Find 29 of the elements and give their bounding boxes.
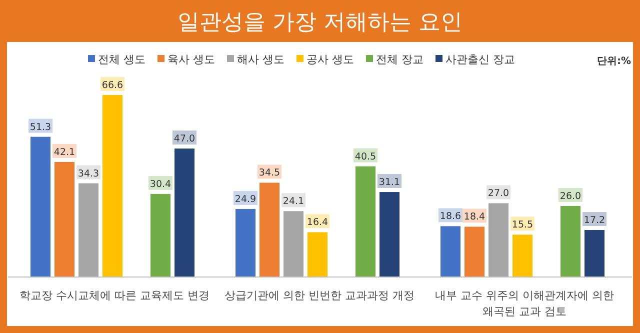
legend-label: 육사 생도 bbox=[168, 53, 215, 66]
data-label: 17.2 bbox=[584, 214, 606, 226]
x-tick-label: 내부 교수 위주의 이해관계자에 의한 왜곡된 교과 검토 bbox=[435, 289, 614, 318]
legend-label: 공사 생도 bbox=[306, 53, 354, 66]
data-label: 40.5 bbox=[354, 151, 376, 162]
data-label: 18.6 bbox=[440, 211, 462, 222]
legend-label: 전체 장교 bbox=[376, 53, 424, 66]
data-label: 51.3 bbox=[30, 122, 52, 133]
data-label: 16.4 bbox=[306, 217, 328, 228]
data-label: 66.6 bbox=[102, 80, 124, 91]
data-label: 26.0 bbox=[560, 190, 582, 202]
data-label: 18.4 bbox=[464, 212, 486, 223]
data-label: 42.1 bbox=[54, 146, 76, 158]
x-tick-label: 학교장 수시교체에 따른 교육제도 변경 bbox=[20, 289, 210, 302]
data-label: 34.5 bbox=[258, 168, 280, 179]
legend-label: 사관출신 장교 bbox=[446, 53, 515, 66]
data-label: 30.4 bbox=[150, 178, 172, 190]
data-label: 34.3 bbox=[78, 168, 100, 180]
data-label: 15.5 bbox=[512, 220, 534, 231]
data-label: 24.9 bbox=[234, 194, 256, 205]
data-label: 47.0 bbox=[174, 134, 196, 145]
legend-label: 해사 생도 bbox=[237, 53, 284, 66]
data-label: 31.1 bbox=[378, 177, 400, 188]
legend-label: 전체 생도 bbox=[98, 53, 146, 66]
x-tick-label: 상급기관에 의한 빈번한 교과과정 개정 bbox=[224, 289, 414, 302]
data-label: 27.0 bbox=[488, 188, 510, 200]
text: 단위:% bbox=[596, 56, 631, 67]
chart-title: 일관성을 가장 저해하는 요인 bbox=[178, 10, 462, 35]
data-label: 24.1 bbox=[282, 196, 304, 208]
